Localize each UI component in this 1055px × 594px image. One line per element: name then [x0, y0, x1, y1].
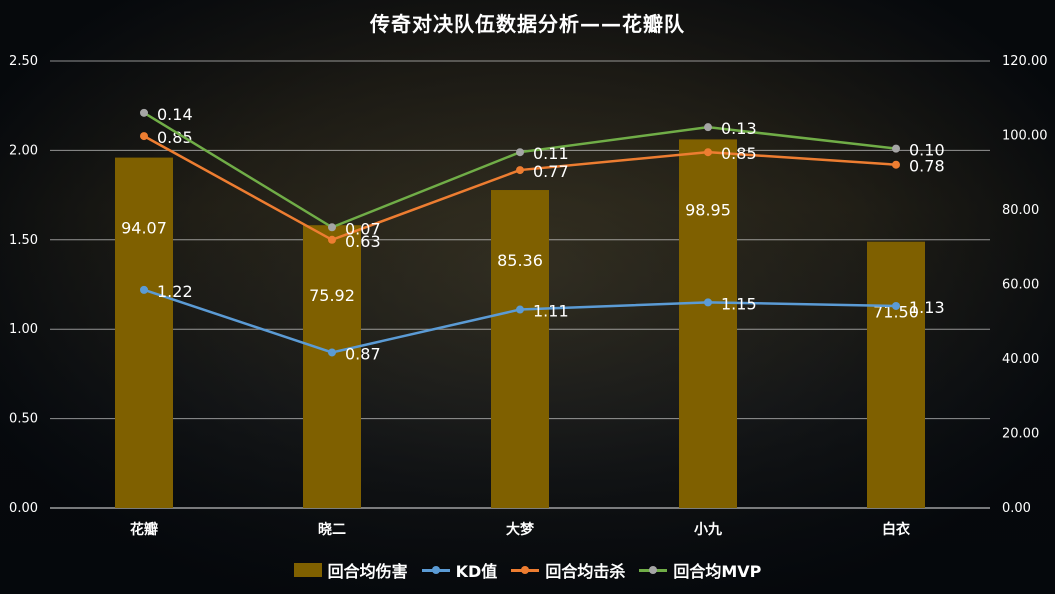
left-axis-tick-label: 1.50	[9, 233, 38, 248]
series-point	[328, 348, 336, 357]
left-axis-tick-label: 0.50	[9, 412, 38, 427]
series-point	[892, 160, 900, 169]
series-point	[892, 301, 900, 310]
line-data-label: 0.85	[157, 128, 193, 147]
bar-data-label: 75.92	[309, 286, 355, 305]
bar	[867, 241, 925, 508]
series-point	[516, 148, 524, 157]
line-data-label: 1.22	[157, 282, 193, 301]
series-point	[892, 144, 900, 153]
left-axis-tick-label: 2.00	[9, 143, 38, 158]
bar-data-label: 71.50	[873, 303, 919, 322]
right-axis-tick-label: 40.00	[1002, 352, 1039, 367]
right-axis-tick-label: 100.00	[1002, 129, 1048, 144]
bar	[679, 139, 737, 508]
category-label: 晓二	[318, 521, 346, 538]
legend-line-swatch	[421, 563, 450, 577]
legend-item[interactable]: 回合均伤害	[293, 558, 408, 582]
right-axis-tick-label: 0.00	[1002, 501, 1031, 516]
line-data-label: 0.78	[909, 157, 945, 176]
line-data-label: 1.11	[533, 302, 569, 321]
legend-label: 回合均击杀	[545, 562, 626, 581]
line-data-label: 1.13	[909, 298, 945, 317]
chart-title: 传奇对决队伍数据分析——花瓣队	[370, 12, 685, 36]
right-axis-tick-label: 20.00	[1002, 427, 1039, 442]
series-point	[328, 223, 336, 232]
series-point	[704, 298, 712, 307]
line-data-label: 0.07	[345, 219, 381, 238]
legend-bar-swatch	[293, 563, 322, 577]
line-data-label: 0.13	[721, 119, 757, 138]
series-point	[140, 132, 148, 141]
right-axis-tick-label: 80.00	[1002, 203, 1039, 218]
line-data-label: 0.11	[533, 144, 569, 163]
left-axis-tick-label: 0.00	[9, 501, 38, 516]
line-data-label: 0.77	[533, 162, 569, 181]
series-point	[140, 285, 148, 294]
bar-data-label: 85.36	[497, 251, 543, 270]
legend-label: 回合均伤害	[327, 562, 408, 581]
legend-line-swatch	[639, 563, 668, 577]
series-point	[516, 166, 524, 175]
series-point	[704, 123, 712, 132]
line-data-label: 0.14	[157, 105, 193, 124]
category-label: 大梦	[506, 521, 535, 538]
line-data-label: 0.87	[345, 344, 381, 363]
right-axis-tick-label: 120.00	[1002, 54, 1048, 69]
chart-legend: 回合均伤害 KD值 回合均击杀 回合均MVP	[0, 558, 1055, 582]
series-point	[516, 305, 524, 314]
legend-item[interactable]: KD值	[421, 558, 498, 582]
right-axis-tick-label: 60.00	[1002, 278, 1039, 293]
line-data-label: 0.85	[721, 144, 757, 163]
series-point	[140, 108, 148, 117]
category-label: 白衣	[882, 521, 911, 538]
line-data-label: 0.10	[909, 141, 945, 160]
legend-line-swatch	[511, 563, 540, 577]
line-data-label: 0.63	[345, 232, 381, 251]
bar-data-label: 98.95	[685, 200, 731, 219]
legend-label: 回合均MVP	[673, 562, 762, 581]
legend-item[interactable]: 回合均击杀	[511, 558, 625, 582]
left-axis-tick-label: 1.00	[9, 322, 38, 337]
left-axis-tick-label: 2.50	[9, 54, 38, 69]
legend-label: KD值	[455, 562, 498, 581]
series-point	[328, 235, 336, 244]
line-data-label: 1.15	[721, 294, 757, 313]
bar-data-label: 94.07	[121, 219, 167, 238]
series-point	[704, 148, 712, 157]
legend-item[interactable]: 回合均MVP	[639, 558, 761, 582]
category-label: 小九	[694, 522, 722, 538]
bar	[491, 190, 549, 508]
category-label: 花瓣	[130, 521, 158, 538]
bar	[303, 225, 361, 508]
bar	[115, 157, 173, 509]
